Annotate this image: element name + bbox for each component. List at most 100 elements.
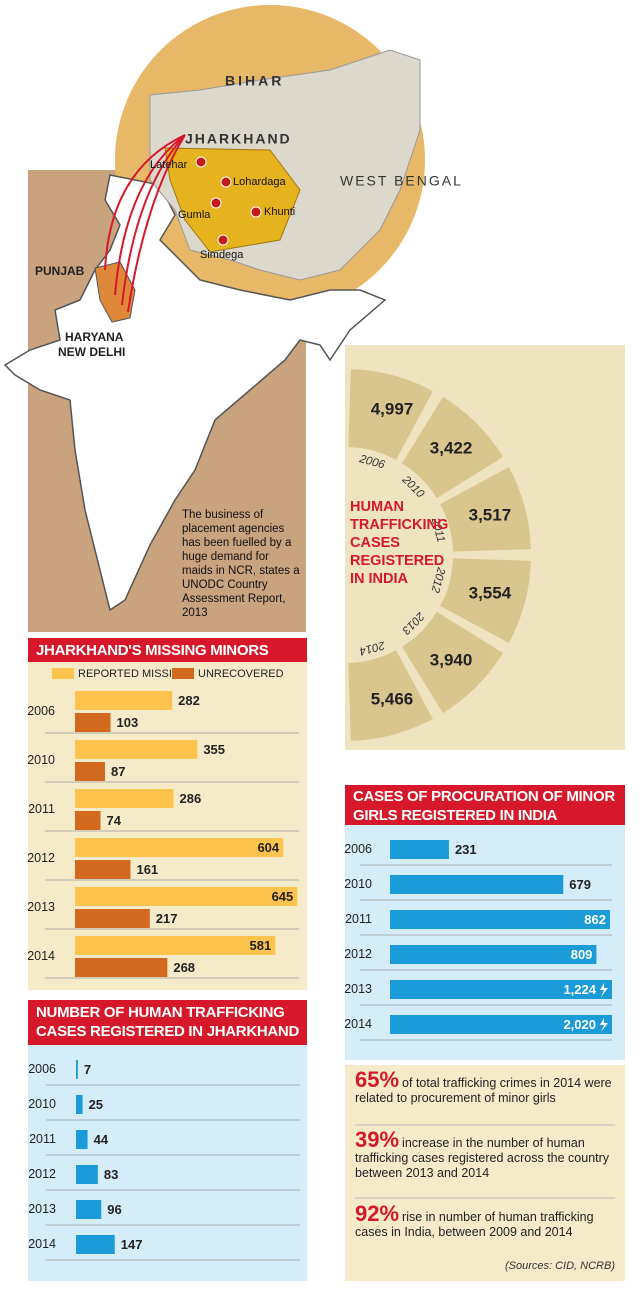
state-label: NEW DELHI (58, 345, 125, 359)
y-tick-label: 2013 (28, 1202, 56, 1216)
sources: (Sources: CID, NCRB) (504, 1260, 615, 1272)
break-symbol (600, 983, 608, 997)
value-label: 3,554 (469, 583, 512, 602)
district-label: Gumla (178, 209, 211, 221)
segment (440, 558, 531, 643)
chart-title: NUMBER OF HUMAN TRAFFICKING CASES REGIST… (36, 1004, 299, 1040)
break-symbol (600, 1018, 608, 1032)
minors-panel (28, 662, 307, 990)
bar (76, 1060, 78, 1079)
y-tick-label: 2014 (27, 949, 55, 963)
district-label: Latehar (150, 159, 188, 171)
value-label: 268 (173, 960, 195, 975)
jh-cases-panel (28, 1045, 307, 1281)
fact: 92% rise in number of human trafficking c… (355, 1203, 617, 1240)
bar (390, 875, 564, 894)
value-label: 282 (178, 693, 200, 708)
value-label: 4,997 (371, 400, 414, 419)
value-label: 286 (180, 791, 202, 806)
bar (390, 980, 612, 999)
title-bar (345, 785, 625, 825)
value-label: 217 (156, 911, 178, 926)
value-label: 231 (455, 842, 477, 857)
value-label: 74 (107, 813, 122, 828)
bar (75, 713, 111, 732)
district-label: Khunti (264, 206, 295, 218)
value-label: 7 (84, 1062, 91, 1077)
bar (75, 789, 174, 808)
arrows (104, 134, 186, 313)
y-tick-label: 2012 (27, 851, 55, 865)
bar (76, 1130, 88, 1149)
bar (75, 958, 168, 977)
fact-stat: 39% (355, 1127, 400, 1152)
state-label: HARYANA (65, 330, 124, 344)
bar (76, 1235, 115, 1254)
district-label: Simdega (200, 249, 244, 261)
fact-text: rise in number of human trafficking case… (355, 1210, 594, 1239)
chart-title: CASES OF PROCURATION OF MINOR GIRLS REGI… (353, 788, 615, 824)
bar (75, 740, 198, 759)
y-tick-label: 2006 (28, 1062, 56, 1076)
bar (75, 860, 131, 879)
bar (390, 910, 610, 929)
bar (390, 1015, 612, 1034)
fact-stat: 92% (355, 1201, 400, 1226)
bar (75, 887, 298, 906)
value-label: 862 (584, 912, 606, 927)
district-label: Lohardaga (233, 176, 286, 188)
legend-label: REPORTED MISSING (78, 668, 188, 680)
y-tick-label: 2010 (28, 1097, 56, 1111)
value-label: 3,517 (469, 506, 512, 525)
fact-text: increase in the number of human traffick… (355, 1136, 610, 1180)
y-tick-label: 2011 (28, 802, 55, 816)
value-label: 604 (257, 840, 279, 855)
chart-title: HUMAN TRAFFICKING CASES REGISTERED IN IN… (350, 499, 449, 587)
y-tick-label: 2011 (29, 1132, 56, 1146)
y-tick-label: 2014 (28, 1237, 56, 1251)
value-label: 2,020 (563, 1017, 596, 1032)
y-tick-label: 2014 (344, 1017, 372, 1031)
value-label: 809 (571, 947, 593, 962)
fact: 65% of total trafficking crimes in 2014 w… (355, 1069, 617, 1106)
legend-swatch (52, 668, 74, 679)
value-label: 1,224 (563, 982, 596, 997)
value-label: 3,422 (430, 438, 473, 457)
title-bar (28, 1000, 307, 1045)
district-dots (195, 156, 262, 246)
segment (348, 650, 433, 741)
bar (75, 838, 284, 857)
y-tick-label: 2010 (344, 877, 372, 891)
state-label: PUNJAB (35, 264, 85, 278)
value-label: 87 (111, 764, 125, 779)
bar (76, 1200, 102, 1219)
y-tick-label: 2012 (28, 1167, 56, 1181)
value-label: 645 (272, 889, 294, 904)
segment (348, 369, 433, 460)
value-label: 103 (116, 715, 138, 730)
value-label: 25 (89, 1097, 103, 1112)
fact-stat: 65% (355, 1067, 400, 1092)
value-label: 96 (107, 1202, 121, 1217)
bar (76, 1095, 83, 1114)
y-tick-label: 2010 (27, 753, 55, 767)
value-label: 147 (121, 1237, 143, 1252)
bar (75, 691, 173, 710)
note: The business of placement agencies has b… (182, 509, 300, 619)
y-tick-label: 2012 (344, 947, 372, 961)
segment (401, 396, 504, 499)
segment (440, 467, 531, 552)
map-label: BIHAR (225, 73, 284, 89)
value-label: 355 (203, 742, 225, 757)
y-tick-label: 2013 (27, 900, 55, 914)
districts (164, 147, 301, 253)
legend-label: UNRECOVERED (198, 668, 284, 680)
map-label: JHARKHAND (185, 131, 292, 147)
bar (390, 945, 597, 964)
title-bar (28, 638, 307, 662)
facts-panel (345, 1065, 625, 1281)
y-tick-label: 2006 (27, 704, 55, 718)
bar (75, 811, 101, 830)
y-tick-label: 2011 (345, 912, 372, 926)
